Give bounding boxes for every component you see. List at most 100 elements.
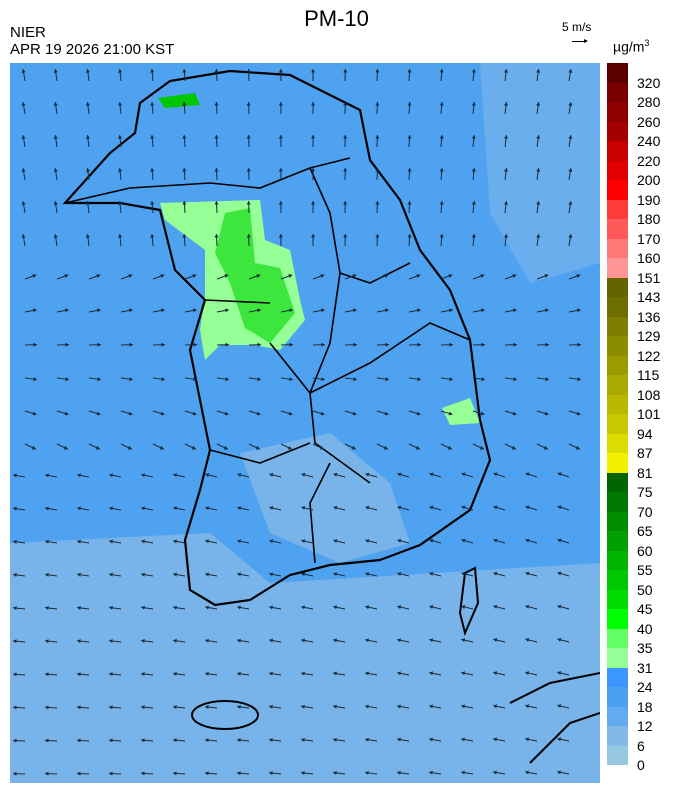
- wind-arrow-head: [109, 738, 113, 743]
- wind-arrow-head: [278, 201, 283, 205]
- wind-arrow-head: [21, 201, 26, 205]
- wind-arrow-head: [85, 102, 90, 106]
- wind-arrow-head: [13, 606, 17, 611]
- wind-arrow-head: [525, 704, 530, 709]
- wind-arrow-head: [109, 672, 113, 677]
- wind-arrow-head: [205, 473, 210, 478]
- wind-arrow-head: [503, 234, 509, 238]
- wind-arrow-head: [13, 672, 17, 677]
- wind-arrow-head: [13, 705, 17, 710]
- wind-arrow-head: [141, 671, 145, 677]
- wind-arrow-head: [416, 411, 421, 416]
- colorbar-segment: [607, 667, 628, 687]
- wind-arrow-head: [225, 342, 229, 347]
- wind-arrow-head: [576, 274, 581, 279]
- wind-arrow-head: [45, 771, 49, 776]
- unit-exponent: 3: [644, 38, 650, 48]
- wind-arrow-head: [471, 201, 476, 205]
- wind-arrow-head: [141, 506, 145, 511]
- wind-arrow-head: [343, 201, 348, 205]
- colorbar-segment: [607, 277, 628, 297]
- wind-arrow-head: [493, 604, 498, 609]
- wind-arrow-head: [365, 605, 370, 610]
- wind-arrow-head: [557, 472, 562, 477]
- wind-arrow-head: [205, 539, 209, 544]
- wind-arrow-head: [310, 168, 316, 172]
- wind-arrow-head: [449, 342, 453, 347]
- wind-arrow-head: [461, 505, 466, 510]
- wind-arrow-head: [429, 704, 433, 709]
- wind-arrow-head: [269, 771, 273, 776]
- wind-arrow-head: [278, 135, 283, 139]
- colorbar-tick-label: 35: [637, 640, 653, 656]
- wind-arrow-head: [568, 69, 573, 73]
- province-borders: [64, 157, 471, 564]
- wind-arrow-head: [397, 472, 402, 477]
- wind-arrow-head: [278, 69, 283, 73]
- wind-arrow-head: [449, 377, 453, 382]
- wind-arrow-head: [536, 102, 541, 106]
- colorbar-tick-label: 81: [637, 464, 653, 481]
- wind-arrow-head: [65, 377, 69, 382]
- wind-arrow-head: [544, 411, 549, 416]
- wind-arrow-head: [182, 201, 187, 205]
- wind-arrow-head: [503, 168, 509, 172]
- wind-arrow-head: [53, 135, 58, 139]
- wind-arrow-head: [141, 738, 145, 743]
- korea-coastline: [62, 69, 492, 607]
- colorbar-tick-label: 180: [637, 211, 661, 227]
- colorbar-tick-label: 136: [637, 308, 661, 325]
- wind-arrow-head: [407, 135, 412, 139]
- wind-arrow-head: [448, 274, 453, 279]
- wind-arrow-head: [481, 342, 485, 347]
- wind-arrow-head: [575, 445, 580, 450]
- wind-arrow-head: [214, 102, 219, 106]
- wind-arrow-head: [416, 274, 421, 279]
- wind-arrow-head: [511, 445, 516, 450]
- colorbar-tick-label: 240: [637, 133, 661, 149]
- wind-arrow-head: [205, 638, 209, 643]
- wind-arrow-head: [77, 639, 81, 644]
- wind-arrow-head: [503, 135, 509, 139]
- wind-arrow-head: [45, 705, 49, 710]
- wind-arrow-head: [557, 505, 562, 510]
- wind-arrow-head: [557, 737, 562, 742]
- wind-arrow-head: [493, 571, 498, 576]
- wind-arrow-head: [21, 102, 26, 106]
- wind-arrow-head: [407, 234, 412, 238]
- wind-arrow-head: [45, 572, 49, 577]
- wind-arrow-head: [128, 411, 133, 416]
- colorbar-tick-label: 101: [637, 406, 661, 422]
- colorbar-segment: [607, 219, 628, 239]
- wind-arrow-head: [525, 472, 530, 477]
- wind-arrow-head: [173, 605, 177, 610]
- wind-arrow-head: [287, 445, 292, 450]
- wind-arrow-head: [141, 572, 145, 577]
- wind-arrow-head: [493, 704, 498, 709]
- wind-arrow-head: [109, 638, 113, 644]
- wind-arrow-head: [118, 69, 123, 73]
- wind-arrow-head: [161, 377, 165, 382]
- wind-arrow-head: [257, 308, 261, 313]
- colorbar-tick-label: 220: [637, 152, 661, 169]
- wind-arrow-head: [503, 201, 509, 205]
- wind-arrow-head: [471, 69, 476, 73]
- wind-arrow-head: [64, 411, 69, 416]
- wind-arrow-head: [557, 770, 561, 775]
- wind-arrow-head: [77, 771, 81, 776]
- colorbar-tick-label: 6: [637, 737, 645, 754]
- wind-arrow-head: [461, 638, 466, 643]
- wind-arrow-head: [278, 102, 283, 106]
- wind-arrow-head: [415, 445, 420, 450]
- wind-arrow-head: [141, 605, 145, 610]
- wind-arrow-head: [96, 411, 101, 416]
- wind-arrow-head: [375, 135, 380, 139]
- colorbar-segment: [607, 180, 628, 200]
- wind-arrow-head: [237, 539, 242, 544]
- wind-arrow-head: [557, 571, 562, 576]
- wind-arrow-head: [21, 168, 26, 172]
- wind-arrow-head: [417, 308, 421, 313]
- wind-arrow-head: [545, 342, 549, 347]
- wind-arrow-head: [141, 705, 145, 710]
- wind-arrow-head: [321, 342, 325, 347]
